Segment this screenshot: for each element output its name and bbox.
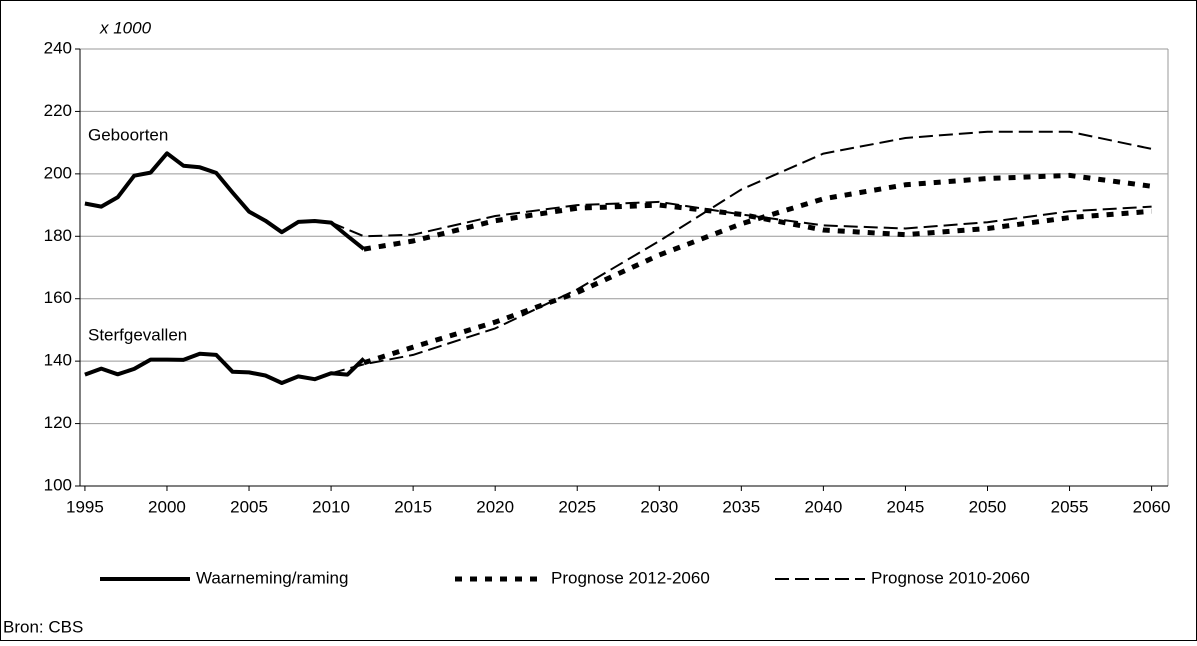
y-tick-label: 120 xyxy=(44,413,72,432)
y-tick-label: 160 xyxy=(44,288,72,307)
y-tick-label: 140 xyxy=(44,351,72,370)
x-tick-label: 2030 xyxy=(640,497,678,516)
annotation: Sterfgevallen xyxy=(88,325,187,344)
unit-note: x 1000 xyxy=(99,18,152,37)
series-line xyxy=(363,172,1152,366)
x-tick-label: 2045 xyxy=(887,497,925,516)
y-tick-label: 200 xyxy=(44,163,72,182)
x-tick-label: 2000 xyxy=(148,497,186,516)
y-tick-label: 220 xyxy=(44,101,72,120)
x-tick-label: 2020 xyxy=(476,497,514,516)
annotation: Geboorten xyxy=(88,125,168,144)
x-tick-label: 2005 xyxy=(230,497,268,516)
x-tick-label: 1995 xyxy=(66,497,104,516)
y-tick-label: 180 xyxy=(44,226,72,245)
y-tick-label: 100 xyxy=(44,475,72,494)
y-tick-label: 240 xyxy=(44,38,72,57)
x-tick-label: 2015 xyxy=(394,497,432,516)
x-tick-label: 2050 xyxy=(969,497,1007,516)
legend-label: Prognose 2012-2060 xyxy=(551,568,710,587)
x-tick-label: 2025 xyxy=(558,497,596,516)
legend-label: Prognose 2010-2060 xyxy=(871,568,1030,587)
source: Bron: CBS xyxy=(3,617,83,636)
series-line xyxy=(84,151,366,251)
series-line xyxy=(84,351,366,385)
series-line xyxy=(363,202,1152,252)
x-tick-label: 2035 xyxy=(722,497,760,516)
x-tick-label: 2060 xyxy=(1133,497,1171,516)
x-tick-label: 2055 xyxy=(1051,497,1089,516)
x-tick-label: 2010 xyxy=(312,497,350,516)
x-tick-label: 2040 xyxy=(804,497,842,516)
series-line xyxy=(330,130,1152,375)
legend-label: Waarneming/raming xyxy=(196,568,348,587)
